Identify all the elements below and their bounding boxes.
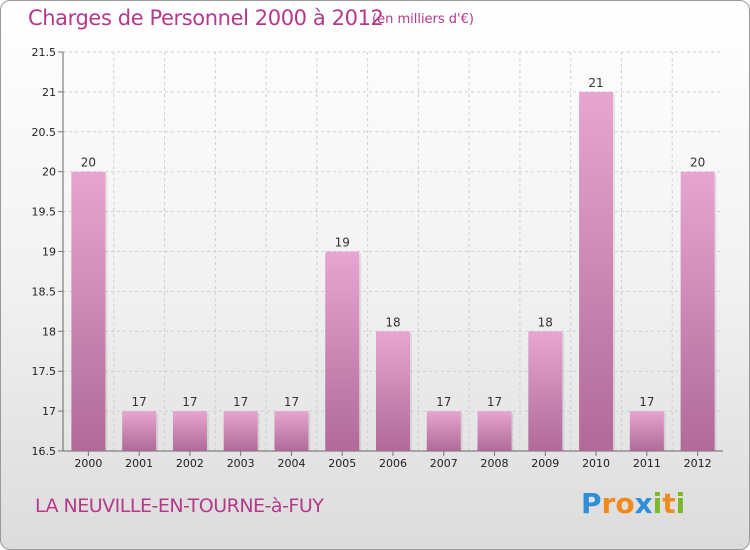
x-tick-label: 2012 [684, 457, 712, 470]
data-label: 21 [588, 76, 603, 90]
logo-letter: o [615, 487, 635, 520]
data-label: 18 [385, 315, 400, 329]
logo-letter: r [601, 487, 616, 520]
logo-letter: P [581, 487, 602, 520]
data-label: 17 [487, 395, 502, 409]
bar [477, 411, 512, 451]
y-tick-label: 18 [42, 325, 56, 338]
x-tick-label: 2002 [176, 457, 204, 470]
bar [223, 411, 258, 451]
data-labels: 20 17 17 17 17 19 18 17 17 18 21 17 20 [81, 76, 706, 409]
data-label: 20 [81, 156, 96, 170]
bar [172, 411, 207, 451]
proxiti-logo[interactable]: Proxiti [581, 487, 685, 520]
data-label: 18 [538, 315, 553, 329]
x-tick-label: 2009 [531, 457, 559, 470]
y-tick-label: 17.5 [32, 365, 57, 378]
bar [579, 91, 614, 452]
data-label: 17 [284, 395, 299, 409]
x-tick-label: 2005 [328, 457, 356, 470]
bar [376, 331, 410, 451]
bar [680, 171, 715, 451]
y-tick-label: 19.5 [32, 206, 57, 219]
y-tick-label: 16.5 [32, 445, 57, 458]
data-label: 17 [132, 395, 147, 409]
x-tick-label: 2000 [74, 457, 102, 470]
bar [274, 411, 309, 451]
x-tick-label: 2004 [277, 457, 305, 470]
bar [122, 411, 157, 451]
chart-title: Charges de Personnel 2000 à 2012 [28, 6, 384, 30]
y-tick-label: 19 [42, 246, 56, 259]
logo-letter: i [652, 487, 663, 520]
x-tick-label: 2010 [582, 457, 610, 470]
bar [426, 411, 461, 451]
data-label: 19 [335, 236, 350, 250]
y-tick-label: 20.5 [32, 126, 57, 139]
chart-subtitle: (en milliers d'€) [372, 12, 474, 27]
data-label: 17 [233, 395, 248, 409]
data-label: 17 [436, 395, 451, 409]
data-label: 20 [690, 156, 705, 170]
y-tick-label: 17 [42, 405, 56, 418]
x-tick-label: 2007 [430, 457, 458, 470]
x-tick-label: 2011 [633, 457, 661, 470]
logo-letter: i [675, 487, 686, 520]
x-tick-label: 2003 [227, 457, 255, 470]
axes: 16.5 17 17.5 18 18.5 19 19.5 20 20.5 21 21.5 2000 20… [32, 46, 723, 470]
x-tick-label: 2001 [125, 457, 153, 470]
place-name: LA NEUVILLE-EN-TOURNE-à-FUY [35, 495, 324, 517]
data-label: 17 [182, 395, 197, 409]
logo-letter: x [634, 487, 653, 520]
bar [629, 411, 664, 451]
y-tick-label: 18.5 [32, 285, 57, 298]
logo-letter: t [662, 487, 676, 520]
bar [528, 331, 563, 451]
x-tick-label: 2006 [379, 457, 407, 470]
x-tick-label: 2008 [481, 457, 509, 470]
bar [71, 171, 106, 451]
y-tick-label: 21.5 [32, 46, 57, 59]
y-tick-label: 20 [42, 166, 56, 179]
bars [71, 91, 717, 452]
y-tick-label: 21 [42, 86, 56, 99]
data-label: 17 [639, 395, 654, 409]
bar [325, 251, 360, 451]
